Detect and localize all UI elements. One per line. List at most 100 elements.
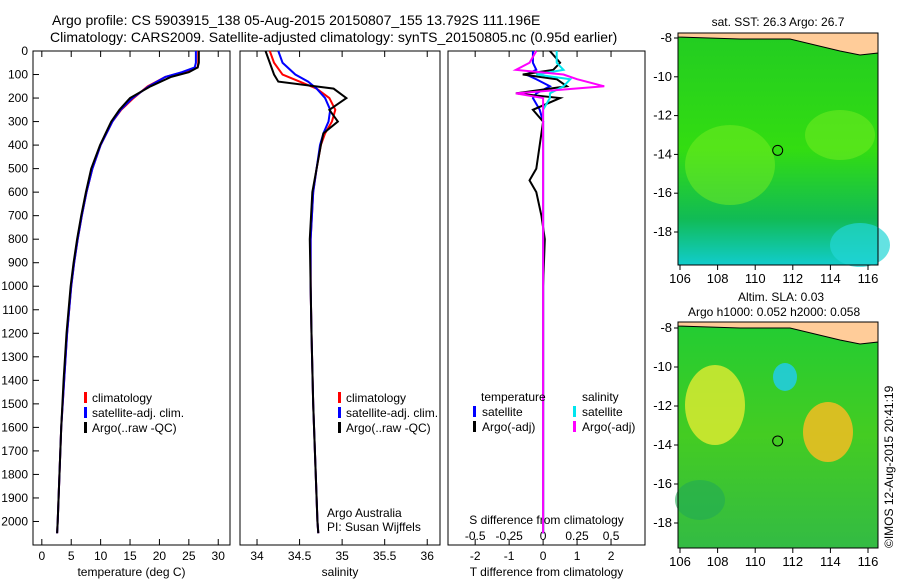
annotation-pi: PI: Susan Wijffels	[327, 520, 421, 534]
y-tick-label: 1300	[1, 350, 28, 364]
lon-tick-label: 108	[707, 271, 729, 286]
legend-label: Argo(-adj)	[482, 420, 535, 434]
y-tick-label: 300	[8, 115, 28, 129]
lat-tick-label: -16	[653, 476, 672, 491]
series-climatology	[268, 50, 337, 534]
x-tick-label: 25	[182, 549, 196, 563]
x-tick-label: 5	[68, 549, 75, 563]
x2-tick-label: -0.25	[495, 529, 523, 543]
lat-tick-label: -18	[653, 224, 672, 239]
x-tick-label: 35	[335, 549, 349, 563]
plot-frame-3	[447, 50, 646, 546]
warm-patch	[685, 125, 775, 205]
y-tick-label: 1500	[1, 397, 28, 411]
lon-tick-label: 106	[669, 271, 691, 286]
x2-axis-label: S difference from climatology	[469, 513, 624, 527]
lat-tick-label: -12	[653, 108, 672, 123]
legend-salinity-heading: salinity	[582, 390, 619, 404]
low-sla-patch	[675, 480, 725, 520]
lon-tick-label: 110	[745, 271, 766, 286]
lat-tick-label: -8	[660, 320, 672, 335]
x-tick-label: 34.5	[288, 549, 312, 563]
legend-label: satellite-adj. clim.	[92, 406, 184, 420]
plot-frame-1	[32, 50, 231, 546]
lat-tick-label: -10	[653, 69, 672, 84]
y-tick-label: 800	[8, 232, 28, 246]
map-frame-1	[677, 32, 879, 266]
y-tick-label: 1000	[1, 279, 28, 293]
series-t-satellite	[523, 51, 553, 534]
x2-tick-label: 0.25	[565, 529, 589, 543]
lon-tick-label: 116	[858, 271, 879, 286]
legend-temperature-heading: temperature	[481, 390, 546, 404]
sla-map-subtitle: Argo h1000: 0.052 h2000: 0.058	[688, 305, 860, 319]
x-axis-label: salinity	[322, 565, 359, 579]
y-tick-label: 500	[8, 162, 28, 176]
lat-tick-label: -14	[653, 146, 672, 161]
y-tick-label: 600	[8, 185, 28, 199]
lat-tick-label: -14	[653, 437, 672, 452]
timestamp-stamp: ©IMOS 12-Aug-2015 20:41:19	[882, 385, 896, 548]
warm-patch	[805, 110, 875, 160]
legend-label: Argo(-adj)	[582, 420, 635, 434]
legend-label: climatology	[346, 391, 406, 405]
legend-label: satellite	[482, 405, 523, 419]
legend-label: Argo(..raw -QC)	[92, 421, 177, 435]
y-tick-label: 0	[21, 44, 28, 58]
series-satellite-adj-clim-	[56, 51, 197, 534]
x2-tick-label: 0.5	[603, 529, 620, 543]
low-sla-patch	[773, 363, 797, 391]
high-sla-patch	[685, 365, 745, 445]
lon-tick-label: 116	[858, 554, 879, 569]
legend-swatch	[473, 421, 476, 432]
float-position-marker	[772, 144, 784, 156]
plot-frame-2	[239, 50, 441, 546]
y-tick-label: 900	[8, 256, 28, 270]
lat-tick-label: -8	[660, 30, 672, 45]
x-tick-label: 34	[250, 549, 264, 563]
float-position-marker	[772, 435, 784, 447]
series-satellite-adj-clim-	[277, 50, 332, 534]
legend-label: climatology	[92, 391, 152, 405]
y-tick-label: 700	[8, 209, 28, 223]
legend-label: satellite-adj. clim.	[346, 406, 438, 420]
high-sla-patch	[803, 402, 853, 462]
annotation-institution: Argo Australia	[327, 506, 402, 520]
lon-tick-label: 114	[820, 271, 841, 286]
x-tick-label: 30	[212, 549, 226, 563]
x-tick-label: 36	[421, 549, 435, 563]
legend-swatch	[473, 406, 476, 417]
lon-tick-label: 110	[745, 554, 766, 569]
x-axis-label: temperature (deg C)	[77, 565, 185, 579]
cool-patch	[830, 223, 890, 267]
legend-swatch	[573, 406, 576, 417]
y-tick-label: 1400	[1, 373, 28, 387]
legend-swatch	[338, 392, 341, 403]
y-tick-label: 1100	[2, 303, 28, 317]
y-tick-label: 1800	[1, 467, 28, 481]
series-t-argo-adj-	[515, 50, 570, 534]
y-tick-label: 100	[8, 68, 28, 82]
x-tick-label: 35.5	[373, 549, 397, 563]
x-tick-label: 2	[608, 549, 615, 563]
lat-tick-label: -16	[653, 185, 672, 200]
lon-tick-label: 112	[782, 271, 803, 286]
x-tick-label: 20	[153, 549, 167, 563]
series-climatology	[56, 51, 200, 534]
y-tick-label: 400	[8, 138, 28, 152]
y-tick-label: 1900	[1, 491, 28, 505]
series-s-satellite	[536, 51, 573, 534]
lat-tick-label: -12	[653, 398, 672, 413]
legend-swatch	[84, 407, 87, 418]
title-line-2: Climatology: CARS2009. Satellite-adjuste…	[50, 29, 618, 45]
x-tick-label: -2	[470, 549, 481, 563]
x-tick-label: 10	[94, 549, 108, 563]
series-argo-raw-qc-	[264, 50, 349, 534]
series-s-argo-adj-	[512, 50, 605, 534]
y-tick-label: 1700	[1, 444, 28, 458]
x-tick-label: 0	[540, 549, 547, 563]
x-tick-label: 0	[38, 549, 45, 563]
legend-swatch	[338, 422, 341, 433]
